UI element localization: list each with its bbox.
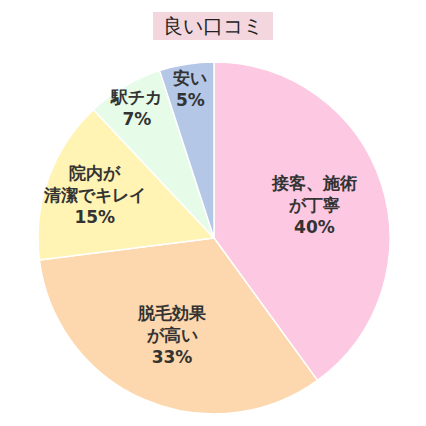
svg-text:駅チカ: 駅チカ bbox=[110, 87, 162, 107]
svg-text:脱毛効果: 脱毛効果 bbox=[137, 303, 207, 323]
svg-text:接客、施術: 接客、施術 bbox=[271, 173, 357, 193]
svg-text:良い口コミ: 良い口コミ bbox=[163, 14, 263, 38]
svg-text:15%: 15% bbox=[74, 207, 115, 227]
svg-text:清潔でキレイ: 清潔でキレイ bbox=[43, 185, 146, 205]
svg-text:40%: 40% bbox=[294, 217, 335, 237]
svg-text:7%: 7% bbox=[123, 109, 152, 129]
svg-text:院内が: 院内が bbox=[69, 163, 121, 183]
svg-text:が高い: が高い bbox=[146, 325, 198, 345]
svg-text:33%: 33% bbox=[152, 347, 193, 367]
svg-text:5%: 5% bbox=[176, 90, 205, 110]
svg-text:が丁寧: が丁寧 bbox=[288, 195, 340, 215]
svg-text:安い: 安い bbox=[173, 68, 207, 88]
